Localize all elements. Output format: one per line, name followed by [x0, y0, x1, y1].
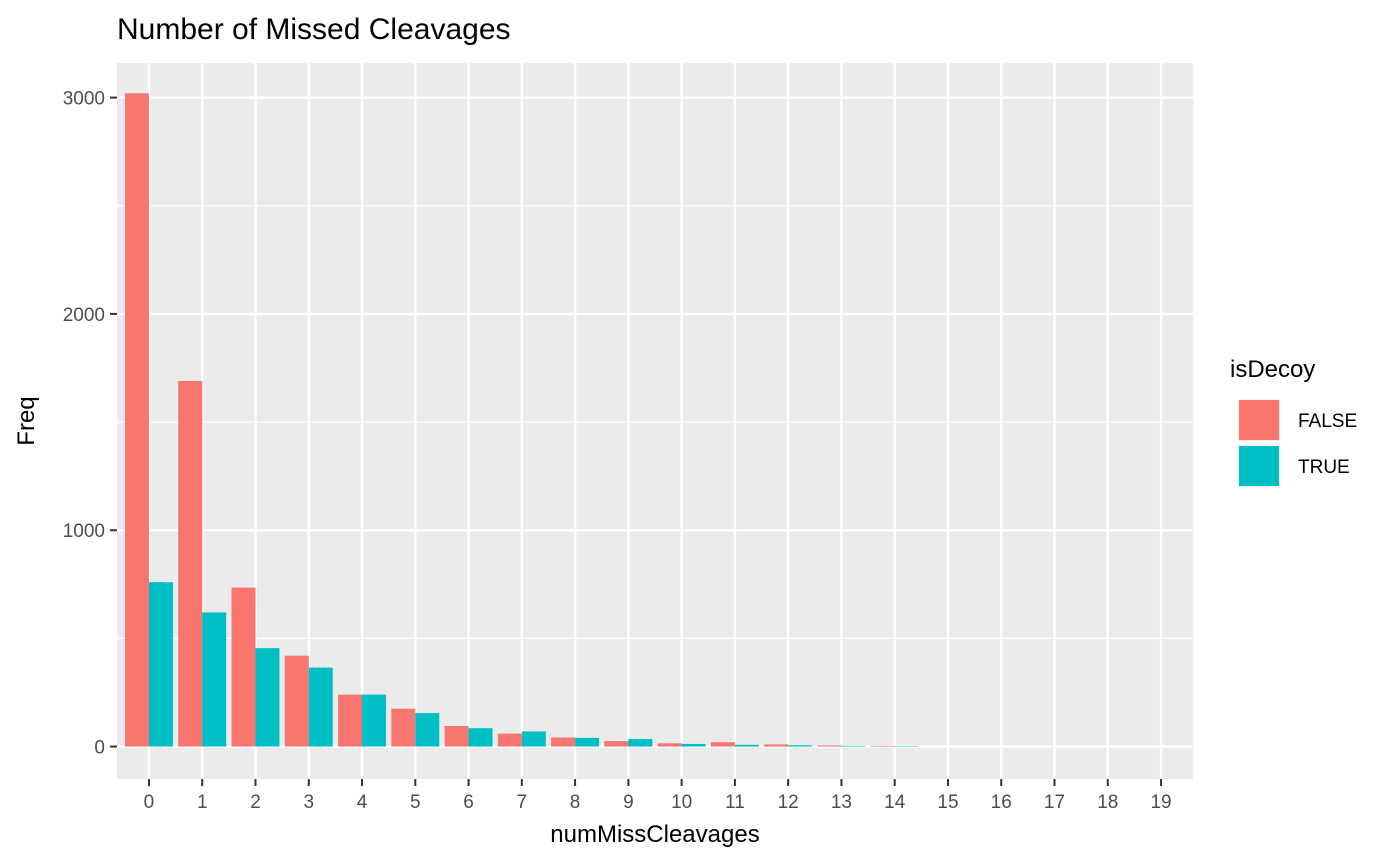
minor-gridlines	[117, 205, 1193, 639]
x-tick-label: 14	[884, 792, 906, 813]
bar-true-12	[788, 745, 813, 747]
bar-true-10	[681, 743, 706, 747]
x-tick-label: 3	[303, 792, 314, 813]
legend-label-false: FALSE	[1298, 411, 1357, 432]
y-axis-title: Freq	[13, 396, 40, 445]
x-tick-label: 5	[410, 792, 421, 813]
legend-swatch-true	[1239, 446, 1279, 486]
bar-true-2	[255, 648, 280, 747]
bar-false-14	[870, 745, 895, 747]
bar-true-0	[148, 582, 173, 747]
chart-title: Number of Missed Cleavages	[117, 13, 511, 46]
bar-true-11	[734, 744, 759, 747]
legend: isDecoy FALSE TRUE	[1230, 356, 1357, 487]
bar-false-2	[231, 587, 256, 747]
bar-false-0	[124, 93, 149, 747]
bar-true-13	[841, 745, 866, 747]
bar-true-3	[308, 667, 333, 747]
bar-false-6	[444, 726, 469, 747]
y-tick-label: 3000	[63, 89, 105, 110]
x-tick-label: 15	[937, 792, 958, 813]
bar-true-7	[521, 731, 546, 747]
y-tick-label: 1000	[63, 521, 105, 542]
x-tick-label: 4	[357, 792, 368, 813]
legend-swatch-false	[1239, 400, 1279, 440]
bars	[124, 93, 919, 747]
bar-true-4	[362, 694, 386, 747]
x-tick-label: 18	[1097, 792, 1118, 813]
x-tick-label: 16	[991, 792, 1012, 813]
bar-false-10	[657, 743, 682, 747]
y-axis: 0 1000 2000 3000	[63, 89, 117, 759]
bar-false-1	[178, 380, 203, 747]
bar-false-5	[391, 708, 416, 747]
bar-false-13	[817, 745, 842, 747]
bar-false-9	[604, 741, 629, 747]
bar-true-9	[628, 738, 653, 747]
bar-true-1	[202, 612, 227, 747]
bar-false-3	[284, 655, 309, 747]
legend-label-true: TRUE	[1298, 457, 1350, 478]
x-tick-label: 2	[250, 792, 261, 813]
x-tick-label: 12	[778, 792, 799, 813]
y-tick-label: 2000	[63, 305, 105, 326]
x-tick-label: 7	[517, 792, 528, 813]
x-tick-label: 1	[197, 792, 208, 813]
bar-false-12	[764, 744, 789, 747]
y-tick-label: 0	[94, 738, 105, 759]
x-tick-label: 0	[144, 792, 155, 813]
bar-false-8	[551, 737, 576, 747]
x-tick-label: 11	[725, 792, 745, 813]
x-tick-label: 10	[671, 792, 692, 813]
x-axis-title: numMissCleavages	[550, 821, 759, 848]
bar-true-5	[415, 713, 440, 747]
bar-true-6	[468, 728, 493, 747]
legend-title: isDecoy	[1230, 356, 1315, 383]
x-tick-label: 6	[463, 792, 474, 813]
x-tick-label: 17	[1044, 792, 1065, 813]
x-axis: 0 1 2 3 4 5 6 7 8 9 10 11 12 13 14 15 16 17 18 19	[144, 779, 1172, 813]
x-tick-label: 8	[570, 792, 581, 813]
bar-true-8	[575, 737, 600, 747]
bar-false-7	[497, 733, 522, 747]
bar-false-11	[710, 742, 735, 747]
x-tick-label: 13	[831, 792, 852, 813]
bar-false-4	[338, 694, 363, 747]
x-tick-label: 9	[623, 792, 634, 813]
x-tick-label: 19	[1150, 792, 1171, 813]
